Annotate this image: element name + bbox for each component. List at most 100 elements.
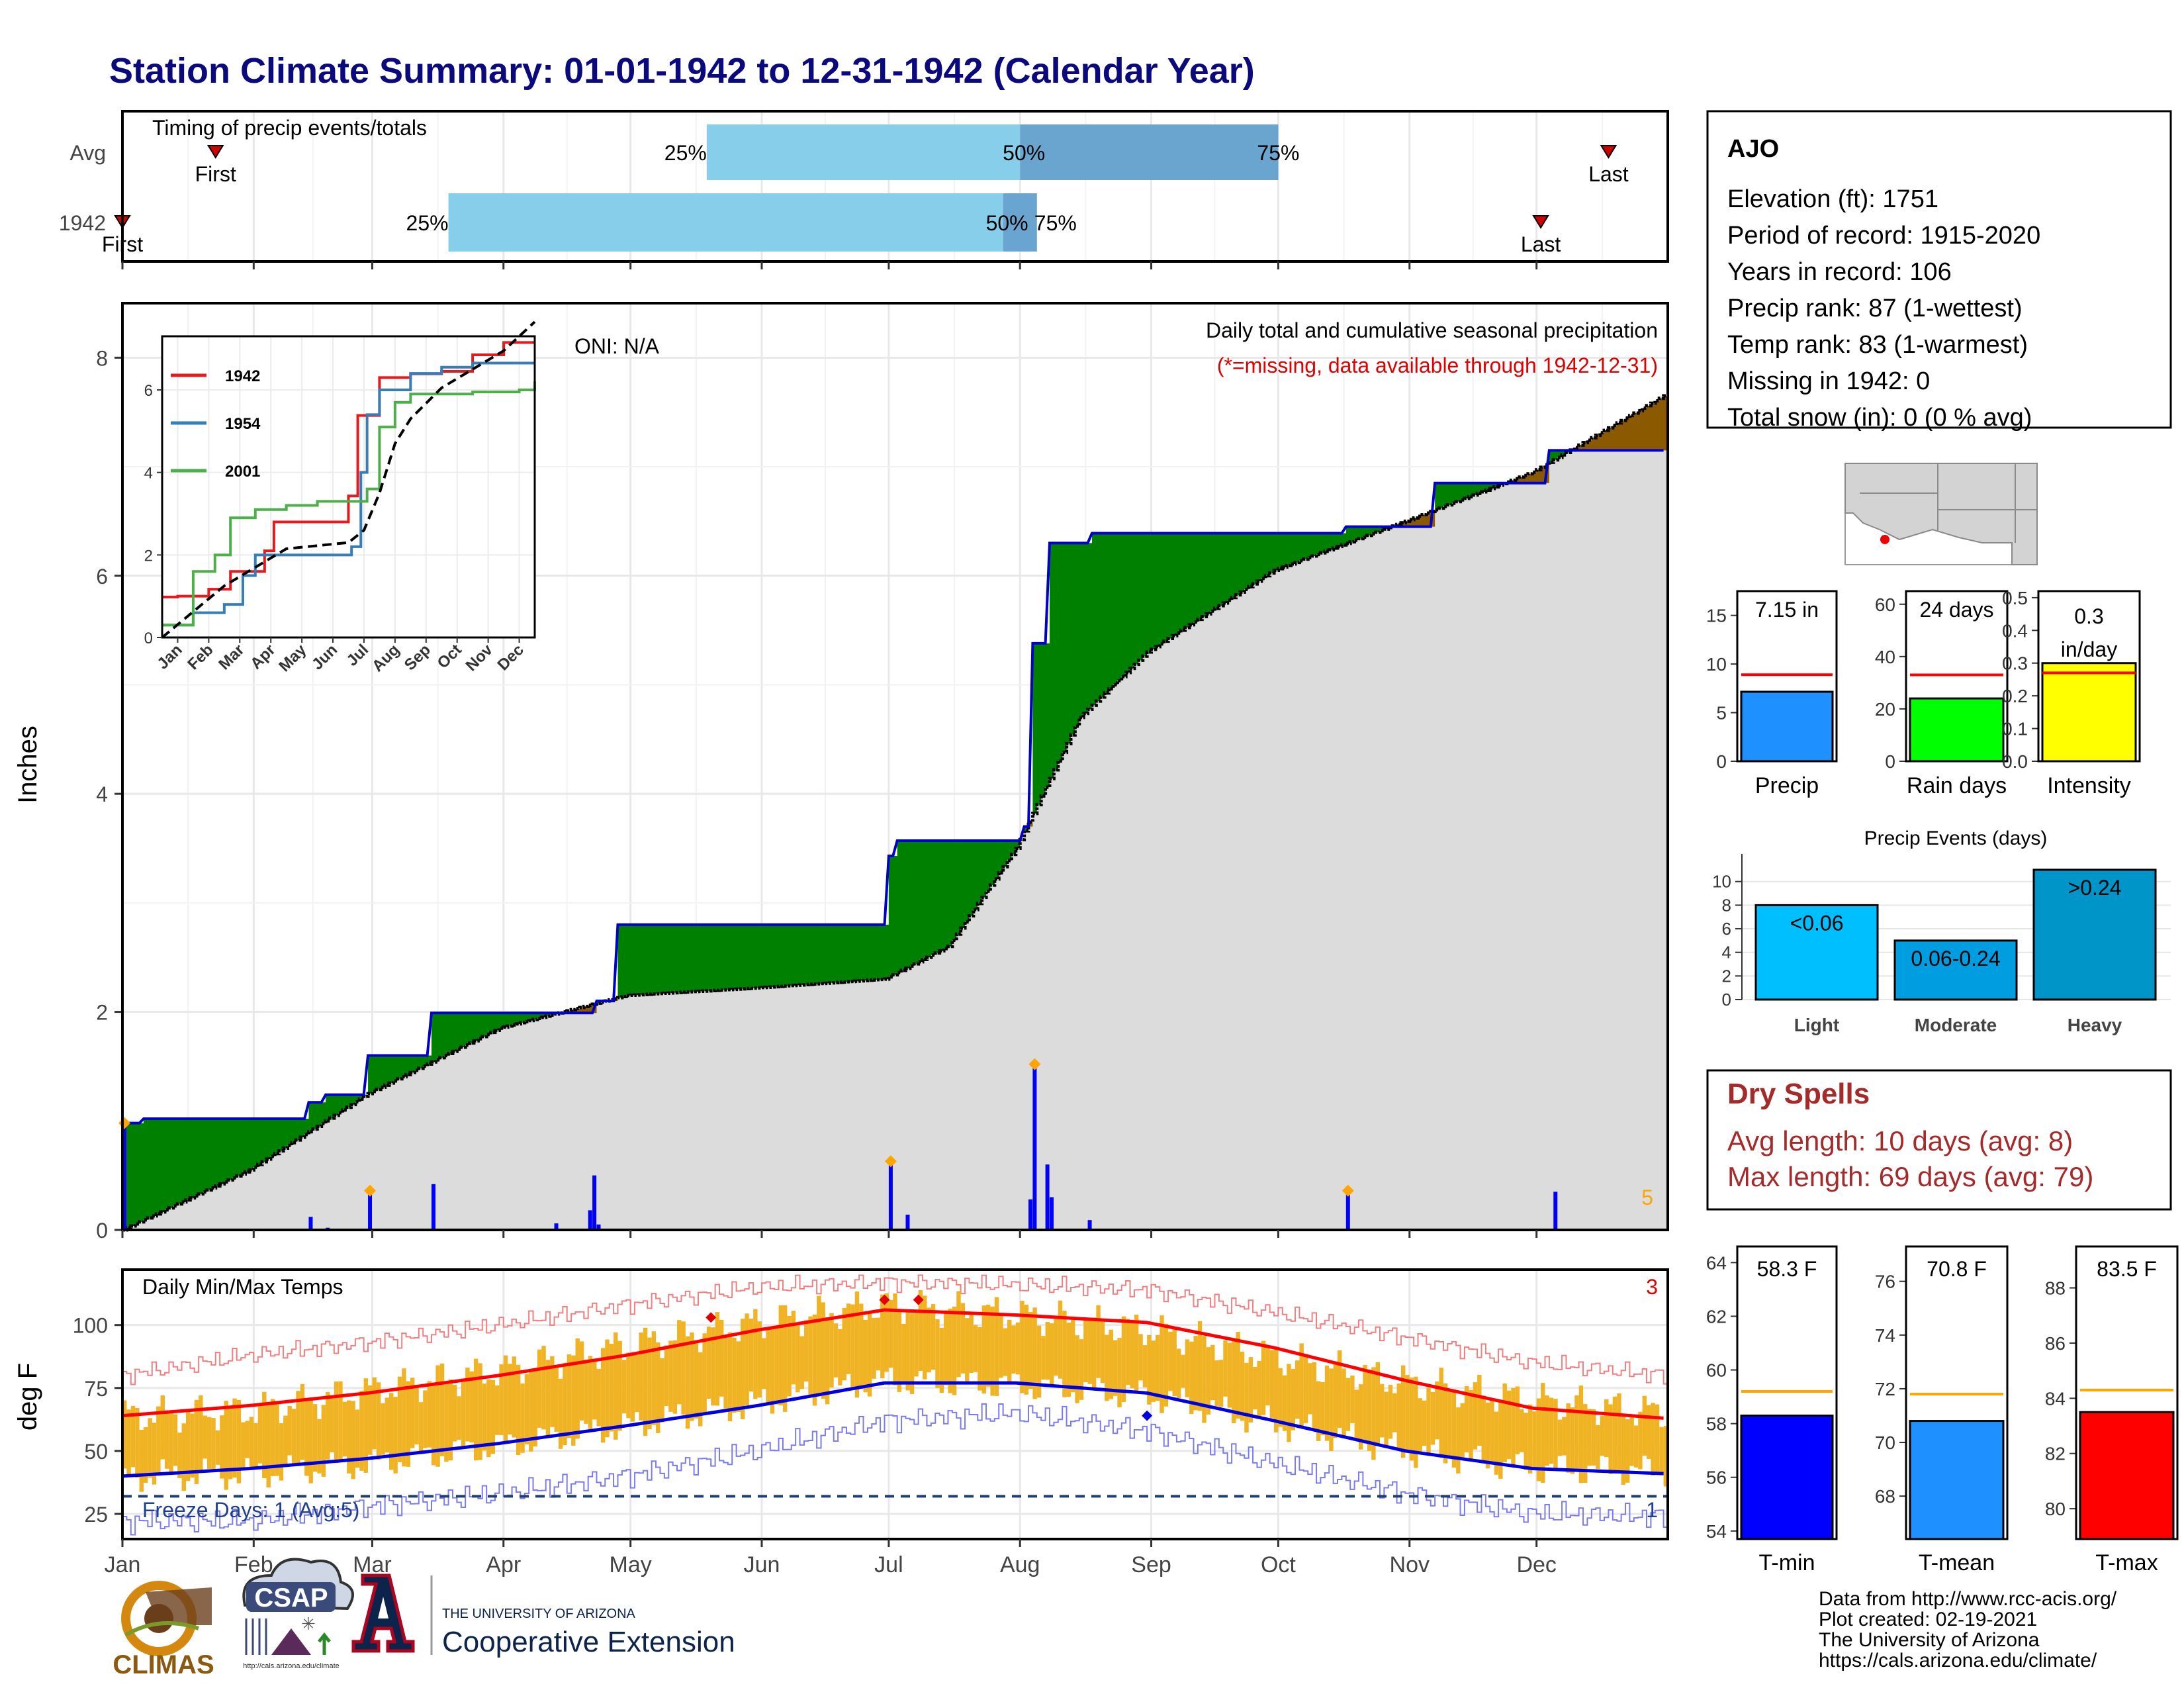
daily-temp-bar: [1350, 1376, 1355, 1423]
daily-temp-bar: [681, 1321, 686, 1415]
summary-value-label: 0.3: [2074, 604, 2103, 628]
timing-bar-50-75: [1020, 124, 1279, 180]
daily-temp-bar: [605, 1339, 610, 1438]
daily-temp-bar: [952, 1306, 957, 1395]
daily-temp-bar: [1032, 1307, 1037, 1399]
temp-summary-frame: [1736, 1245, 1838, 1540]
temp-summary-y-tick-label: 64: [1706, 1252, 1727, 1273]
daily-temp-bar: [787, 1315, 792, 1397]
daily-temp-bar: [194, 1399, 199, 1484]
daily-temp-bar: [545, 1360, 551, 1436]
climas-logo: CLIMAS: [113, 1581, 214, 1679]
credit-line: Data from http://www.rcc-acis.org/: [1819, 1588, 2117, 1610]
daily-precip-bar: [1032, 1064, 1037, 1230]
daily-temp-bar: [338, 1381, 343, 1460]
daily-temp-bar: [508, 1364, 512, 1435]
daily-temp-bar: [228, 1407, 233, 1479]
precip-event-marker: [1028, 1058, 1041, 1070]
month-axis-labels: Jan Feb Mar Apr May Jun Jul Aug Sep Oct Nov Dec: [105, 261, 1557, 1577]
inset-series-lines: [161, 320, 536, 639]
daily-temp-bar: [1604, 1399, 1609, 1458]
daily-temp-bar: [829, 1313, 834, 1388]
timing-panel: Timing of precip events/totals Avg 1942 …: [59, 110, 1669, 263]
daily-precip-bar: [554, 1223, 559, 1230]
daily-temp-bar: [893, 1293, 897, 1385]
daily-temp-bar: [923, 1295, 927, 1380]
daily-temp-bar: [672, 1340, 678, 1414]
daily-temp-bar: [1185, 1339, 1190, 1397]
daily-temp-bar: [211, 1418, 216, 1472]
temp-summary-y-tick-label: 60: [1706, 1360, 1727, 1381]
daily-temp-bar: [1426, 1387, 1431, 1454]
temp-summary-y-tick-label: 76: [1875, 1272, 1895, 1292]
daily-temp-bar: [732, 1337, 737, 1413]
summary-y-tick-label: 20: [1875, 699, 1895, 720]
daily-temp-bar: [1553, 1399, 1558, 1469]
y-tick-label: 6: [96, 565, 108, 588]
daily-temp-bar: [529, 1369, 533, 1452]
summary-y-tick-label: 0.5: [2002, 588, 2028, 608]
daily-temp-bar: [1299, 1343, 1304, 1427]
timing-bar-25-50: [706, 124, 1021, 180]
month-label: Nov: [1390, 1552, 1430, 1577]
daily-temp-bar: [1562, 1417, 1567, 1456]
summary-bar: [1740, 690, 1834, 763]
daily-temp-bar: [1502, 1383, 1507, 1462]
summary-y-tick-label: 0.4: [2002, 620, 2028, 641]
daily-temp-bar: [1160, 1315, 1164, 1413]
daily-temp-bar: [1515, 1386, 1520, 1454]
daily-temp-bar: [1066, 1323, 1071, 1397]
daily-temp-bar: [1367, 1370, 1372, 1451]
daily-temp-bar: [1244, 1362, 1249, 1433]
daily-temp-bar: [833, 1323, 839, 1378]
temp-summary-y-tick-label: 70: [1875, 1432, 1895, 1453]
daily-temp-bar: [1329, 1368, 1334, 1451]
temp-panel-label: Daily Min/Max Temps: [142, 1275, 343, 1299]
daily-temp-bar: [330, 1395, 334, 1452]
daily-temp-bar: [1206, 1347, 1211, 1415]
daily-temp-bar: [888, 1299, 893, 1368]
daily-temp-bar: [1312, 1362, 1317, 1429]
month-label: Oct: [1261, 1552, 1296, 1577]
summary-y-tick-label: 5: [1716, 703, 1727, 724]
daily-temp-bar: [402, 1368, 406, 1467]
y-tick-label: 8: [96, 346, 108, 370]
daily-temp-bar: [761, 1338, 766, 1389]
temp-summary-bar: [1740, 1414, 1834, 1540]
daily-temp-bar: [1392, 1393, 1397, 1432]
daily-temp-bar: [232, 1398, 237, 1478]
summary-bar-panels: 0 5 10 15 7.15 in Precip 0 20 40 60 24 days Rain da…: [1706, 588, 2141, 798]
daily-temp-bar: [1134, 1314, 1139, 1391]
daily-temp-bar: [579, 1341, 584, 1421]
daily-temp-bar: [1481, 1395, 1486, 1464]
daily-precip-bar: [588, 1210, 592, 1230]
station-line: Precip rank: 87 (1-wettest): [1727, 295, 2023, 322]
daily-temp-bar: [1642, 1395, 1647, 1456]
daily-temp-bar: [1070, 1319, 1075, 1393]
daily-temp-bar: [931, 1304, 936, 1370]
daily-temp-bar: [1629, 1415, 1634, 1466]
daily-temp-bar: [224, 1401, 228, 1490]
avg-min-line: [122, 1381, 1664, 1478]
daily-temp-bar: [850, 1304, 855, 1390]
daily-temp-bar: [397, 1376, 402, 1462]
month-label: Sep: [1131, 1552, 1171, 1577]
daily-temp-bar: [1316, 1381, 1321, 1441]
daily-temp-bar: [478, 1363, 482, 1460]
daily-temp-bar: [215, 1430, 220, 1465]
daily-precip-bar: [122, 1123, 126, 1230]
daily-temp-bar: [1028, 1312, 1033, 1389]
daily-temp-bar: [588, 1356, 593, 1429]
temp-summary-y-tick-label: 80: [2045, 1499, 2066, 1519]
daily-temp-bar: [435, 1365, 440, 1467]
daily-temp-bar: [1282, 1375, 1287, 1431]
daily-temp-bar: [706, 1327, 711, 1399]
daily-temp-bar: [1003, 1328, 1008, 1376]
daily-temp-bar: [423, 1390, 428, 1448]
daily-temp-bar: [312, 1404, 318, 1472]
month-label: Mar: [353, 1552, 392, 1577]
daily-temp-bar: [715, 1312, 720, 1406]
daily-temp-bar: [939, 1328, 944, 1393]
avg-max-line: [122, 1308, 1664, 1420]
daily-temp-bar: [270, 1399, 275, 1476]
